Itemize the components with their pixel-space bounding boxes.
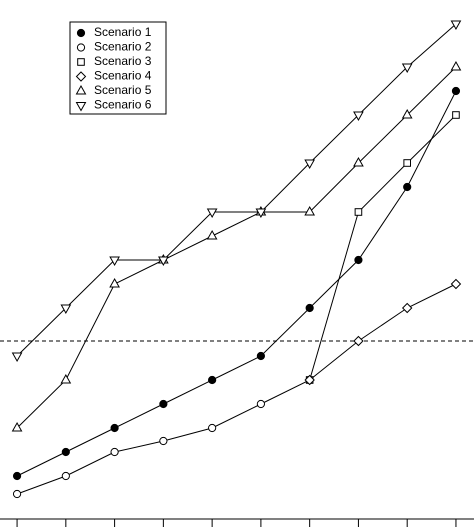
marker — [77, 58, 85, 66]
series-line — [309, 114, 457, 381]
series-line — [16, 66, 457, 429]
marker — [401, 63, 413, 74]
marker — [75, 84, 87, 95]
marker — [11, 352, 23, 363]
marker — [353, 156, 364, 167]
series-line — [16, 23, 457, 357]
marker — [256, 351, 265, 361]
marker — [12, 489, 22, 499]
marker — [60, 304, 72, 315]
series-line — [309, 283, 457, 381]
marker — [354, 255, 363, 265]
marker — [61, 447, 70, 457]
marker — [60, 373, 72, 384]
marker — [304, 159, 316, 170]
marker — [353, 335, 364, 347]
legend-label: Scenario 1 — [94, 25, 152, 39]
marker — [255, 208, 267, 219]
legend-label: Scenario 4 — [94, 69, 152, 83]
marker — [75, 71, 87, 82]
legend-label: Scenario 2 — [94, 40, 152, 54]
legend-box — [69, 21, 167, 115]
marker — [401, 302, 413, 314]
marker — [206, 229, 218, 240]
series-line — [16, 90, 457, 477]
marker — [206, 208, 218, 219]
marker — [208, 375, 217, 385]
legend-label: Scenario 3 — [94, 54, 152, 68]
marker — [403, 159, 411, 167]
marker — [452, 111, 460, 119]
marker — [61, 471, 70, 481]
marker — [208, 423, 217, 433]
marker — [450, 20, 462, 31]
legend-label: Scenario 5 — [94, 83, 152, 97]
marker — [450, 278, 462, 290]
marker — [450, 60, 462, 71]
marker — [403, 182, 412, 192]
marker — [354, 208, 363, 216]
marker — [256, 399, 265, 409]
marker — [109, 256, 120, 267]
marker — [158, 256, 169, 267]
marker — [76, 28, 86, 38]
marker — [159, 399, 168, 409]
marker — [75, 102, 87, 112]
marker — [304, 205, 316, 216]
marker — [12, 471, 22, 481]
marker — [109, 277, 120, 288]
marker — [110, 423, 119, 433]
marker — [110, 447, 119, 457]
marker — [353, 111, 364, 122]
marker — [401, 108, 413, 119]
marker — [451, 86, 461, 96]
marker — [304, 374, 315, 386]
marker — [305, 303, 314, 313]
marker — [159, 436, 168, 446]
marker — [11, 421, 23, 432]
marker — [76, 43, 86, 52]
legend-label: Scenario 6 — [94, 98, 152, 112]
